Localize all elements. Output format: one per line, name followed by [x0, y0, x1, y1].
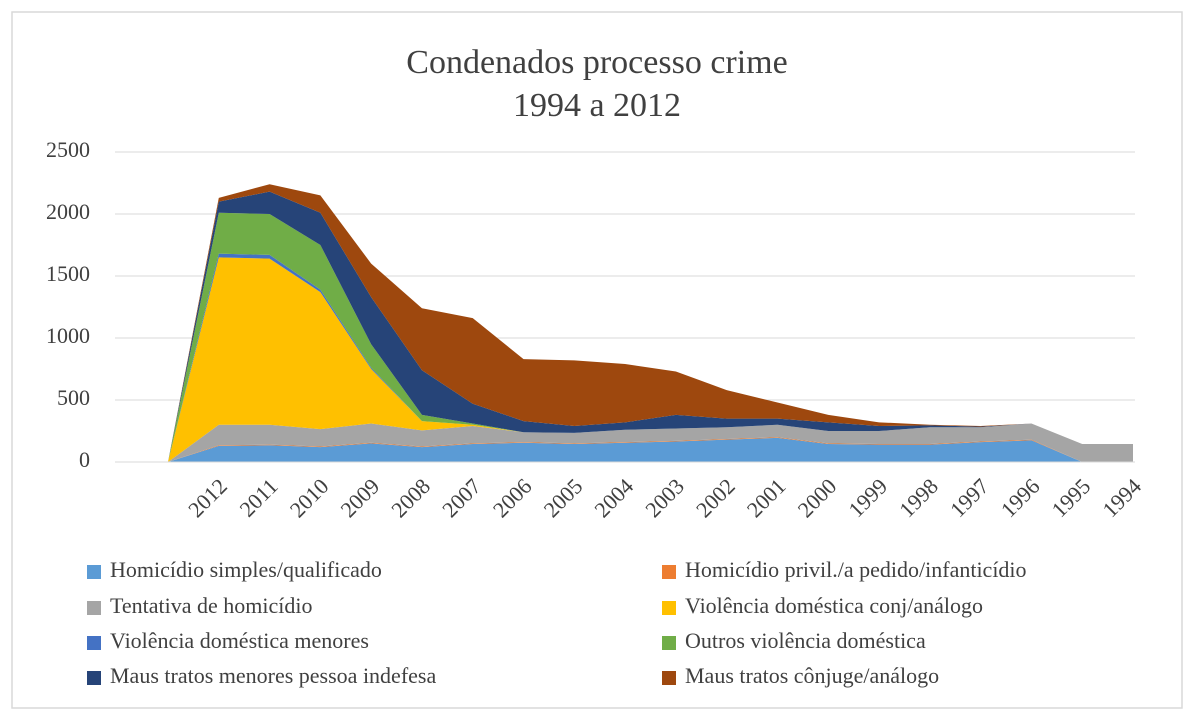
- legend-label: Violência doméstica conj/análogo: [685, 593, 983, 618]
- legend-label: Homicídio privil./a pedido/infanticídio: [685, 557, 1027, 582]
- chart-title: Condenados processo crime: [406, 44, 787, 81]
- legend-label: Violência doméstica menores: [110, 628, 369, 653]
- y-tick-label: 1000: [46, 323, 90, 348]
- y-tick-label: 1500: [46, 261, 90, 286]
- y-tick-label: 0: [79, 447, 90, 472]
- area: [168, 423, 1133, 462]
- area: [168, 437, 1133, 462]
- legend-swatch: [662, 601, 676, 615]
- legend-label: Tentativa de homicídio: [110, 593, 313, 618]
- legend-label: Homicídio simples/qualificado: [110, 557, 382, 582]
- y-tick-label: 500: [57, 385, 90, 410]
- legend-swatch: [87, 671, 101, 685]
- area: [168, 437, 1133, 462]
- area: [168, 212, 1133, 462]
- legend-label: Maus tratos cônjuge/análogo: [685, 663, 939, 688]
- legend-swatch: [87, 601, 101, 615]
- legend-label: Outros violência doméstica: [685, 628, 926, 653]
- area: [168, 191, 1133, 462]
- area: [168, 257, 1133, 462]
- y-tick-label: 2000: [46, 199, 90, 224]
- legend-swatch: [87, 565, 101, 579]
- legend-swatch: [662, 671, 676, 685]
- chart-subtitle: 1994 a 2012: [513, 87, 681, 124]
- area: [168, 184, 1133, 463]
- legend-swatch: [662, 565, 676, 579]
- y-tick-label: 2500: [46, 137, 90, 162]
- legend-label: Maus tratos menores pessoa indefesa: [110, 663, 436, 688]
- legend-swatch: [87, 636, 101, 650]
- legend-swatch: [662, 636, 676, 650]
